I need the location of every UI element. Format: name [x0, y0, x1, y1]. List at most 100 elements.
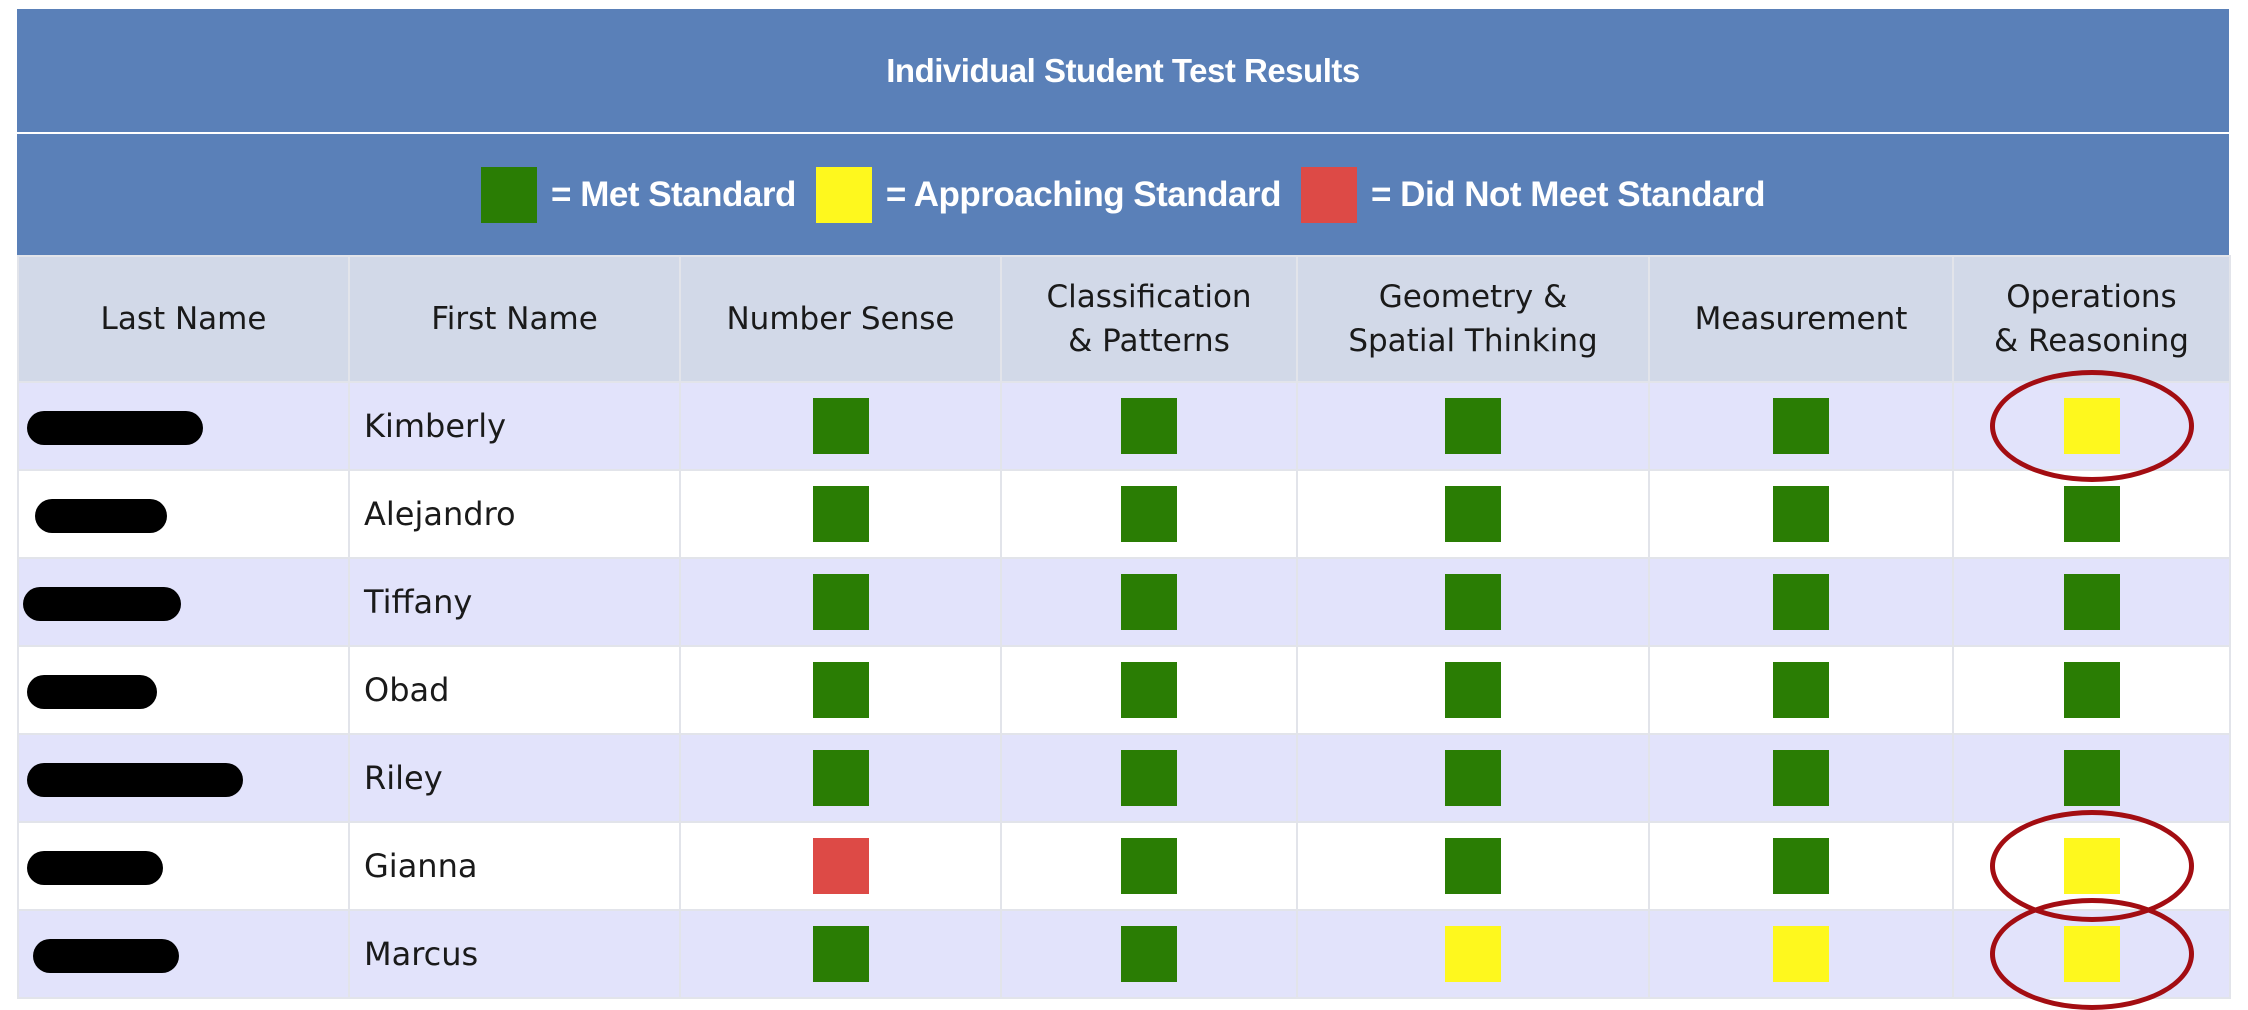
- table-row: Kimberly: [17, 381, 2231, 471]
- cell-score: [679, 381, 1002, 471]
- cell-score: [1648, 645, 1954, 735]
- redaction-mark: [23, 587, 181, 621]
- cell-score: [1000, 909, 1298, 999]
- status-marker-met: [1773, 750, 1829, 806]
- status-marker-met: [2063, 750, 2120, 806]
- legend-label-met: = Met Standard: [551, 174, 796, 214]
- cell-score: [1000, 821, 1298, 911]
- column-header-classification: Classification & Patterns: [1000, 255, 1298, 383]
- status-marker-not-met: [812, 838, 869, 894]
- cell-first-name: Tiffany: [348, 557, 681, 647]
- legend-swatch-not-met: [1301, 166, 1357, 223]
- cell-score: [1296, 733, 1650, 823]
- legend-item-met: = Met Standard: [481, 166, 796, 223]
- cell-score: [1648, 821, 1954, 911]
- table-row: Riley: [17, 733, 2231, 823]
- cell-score: [1952, 557, 2231, 647]
- redaction-mark: [27, 675, 157, 709]
- cell-last-name: [17, 645, 350, 735]
- column-header-operations: Operations & Reasoning: [1952, 255, 2231, 383]
- cell-score: [1952, 821, 2231, 911]
- cell-first-name: Kimberly: [348, 381, 681, 471]
- status-marker-met: [1121, 750, 1177, 806]
- status-marker-met: [1445, 398, 1501, 454]
- cell-score: [1000, 469, 1298, 559]
- redaction-mark: [27, 851, 163, 885]
- status-marker-met: [2063, 486, 2120, 542]
- cell-first-name: Riley: [348, 733, 681, 823]
- cell-score: [1000, 733, 1298, 823]
- cell-first-name: Gianna: [348, 821, 681, 911]
- column-header-geometry: Geometry & Spatial Thinking: [1296, 255, 1650, 383]
- status-marker-met: [812, 750, 869, 806]
- legend-swatch-met: [481, 166, 538, 223]
- column-header-measurement: Measurement: [1648, 255, 1954, 383]
- status-marker-met: [1445, 574, 1501, 630]
- legend-label-approaching: = Approaching Standard: [885, 174, 1282, 214]
- cell-score: [1000, 645, 1298, 735]
- title-bar: Individual Student Test Results: [17, 9, 2229, 132]
- redaction-mark: [35, 499, 167, 533]
- cell-last-name: [17, 821, 350, 911]
- cell-score: [1648, 557, 1954, 647]
- cell-last-name: [17, 733, 350, 823]
- cell-score: [1648, 909, 1954, 999]
- status-marker-met: [1121, 926, 1177, 982]
- status-marker-approaching: [2063, 926, 2120, 982]
- status-marker-approaching: [1445, 926, 1501, 982]
- cell-score: [1000, 557, 1298, 647]
- status-marker-met: [812, 926, 869, 982]
- status-marker-met: [1445, 662, 1501, 718]
- cell-score: [1000, 381, 1298, 471]
- redaction-mark: [27, 763, 243, 797]
- legend-swatch-approaching: [815, 166, 872, 223]
- table-row: Gianna: [17, 821, 2231, 911]
- status-marker-met: [1773, 398, 1829, 454]
- column-header-last-name: Last Name: [17, 255, 350, 383]
- cell-score: [1952, 469, 2231, 559]
- table-row: Alejandro: [17, 469, 2231, 559]
- cell-score: [1952, 909, 2231, 999]
- status-marker-met: [812, 574, 869, 630]
- page-title: Individual Student Test Results: [886, 51, 1360, 89]
- status-marker-met: [1773, 662, 1829, 718]
- cell-score: [1952, 645, 2231, 735]
- cell-first-name: Obad: [348, 645, 681, 735]
- cell-score: [1952, 381, 2231, 471]
- results-sheet: Individual Student Test Results = Met St…: [17, 9, 2231, 1010]
- status-marker-met: [2063, 662, 2120, 718]
- status-marker-met: [812, 398, 869, 454]
- cell-last-name: [17, 469, 350, 559]
- status-marker-met: [1445, 750, 1501, 806]
- cell-score: [1296, 909, 1650, 999]
- legend: = Met Standard = Approaching Standard = …: [17, 134, 2229, 255]
- status-marker-met: [1773, 838, 1829, 894]
- cell-score: [1296, 557, 1650, 647]
- cell-score: [679, 821, 1002, 911]
- legend-item-approaching: = Approaching Standard: [815, 166, 1282, 223]
- results-table: Last Name First Name Number Sense Classi…: [17, 255, 2231, 999]
- cell-score: [679, 909, 1002, 999]
- status-marker-approaching: [2063, 398, 2120, 454]
- cell-score: [679, 557, 1002, 647]
- cell-score: [1296, 469, 1650, 559]
- cell-first-name: Alejandro: [348, 469, 681, 559]
- table-row: Marcus: [17, 909, 2231, 999]
- cell-last-name: [17, 557, 350, 647]
- cell-score: [1296, 821, 1650, 911]
- legend-item-not-met: = Did Not Meet Standard: [1301, 166, 1765, 223]
- cell-score: [1648, 469, 1954, 559]
- status-marker-approaching: [1773, 926, 1829, 982]
- status-marker-met: [812, 486, 869, 542]
- cell-score: [1648, 381, 1954, 471]
- cell-score: [679, 645, 1002, 735]
- column-header-number-sense: Number Sense: [679, 255, 1002, 383]
- status-marker-met: [812, 662, 869, 718]
- status-marker-met: [1445, 486, 1501, 542]
- cell-score: [1296, 381, 1650, 471]
- table-row: Obad: [17, 645, 2231, 735]
- cell-last-name: [17, 909, 350, 999]
- column-header-first-name: First Name: [348, 255, 681, 383]
- cell-score: [1952, 733, 2231, 823]
- status-marker-approaching: [2063, 838, 2120, 894]
